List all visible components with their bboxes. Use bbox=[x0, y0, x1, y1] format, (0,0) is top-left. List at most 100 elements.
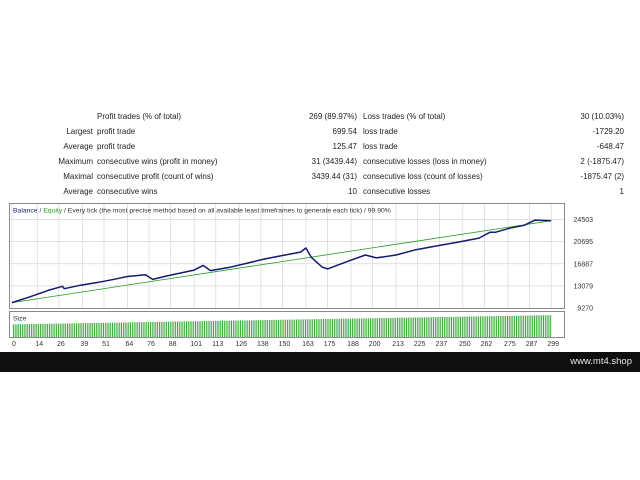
x-tick-label: 0 bbox=[12, 341, 16, 348]
size-bar bbox=[427, 317, 429, 337]
size-bar bbox=[541, 315, 543, 337]
size-bar bbox=[268, 319, 270, 337]
stats-loss-label: loss trade bbox=[363, 127, 398, 136]
size-bar bbox=[240, 320, 242, 337]
stats-label: consecutive profit (count of wins) bbox=[97, 172, 214, 181]
size-bar bbox=[400, 317, 402, 337]
size-bar bbox=[227, 320, 229, 337]
x-tick-label: 14 bbox=[35, 341, 43, 348]
size-bar bbox=[422, 317, 424, 337]
size-bar bbox=[274, 319, 276, 337]
x-tick-label: 275 bbox=[504, 341, 516, 348]
size-bar bbox=[12, 324, 14, 337]
size-bar bbox=[429, 317, 431, 337]
size-bar bbox=[63, 323, 65, 337]
size-bar bbox=[323, 319, 324, 337]
size-bar bbox=[452, 316, 454, 337]
size-bar bbox=[178, 321, 180, 337]
size-bar bbox=[234, 320, 236, 337]
size-bar bbox=[292, 319, 294, 337]
size-bar bbox=[424, 317, 425, 337]
size-bar bbox=[30, 324, 32, 337]
size-bar bbox=[434, 317, 436, 337]
size-bar bbox=[249, 320, 251, 337]
size-bar bbox=[479, 316, 481, 337]
y-tick-label: 16887 bbox=[574, 261, 594, 268]
stats-loss-label: consecutive loss (count of losses) bbox=[363, 172, 483, 181]
size-bar bbox=[474, 316, 476, 337]
x-tick-label: 64 bbox=[126, 341, 134, 348]
size-bar bbox=[445, 316, 447, 337]
size-bar bbox=[521, 315, 523, 337]
size-bar bbox=[277, 319, 279, 337]
size-bar bbox=[77, 323, 79, 337]
size-bar bbox=[162, 321, 164, 337]
size-bar bbox=[535, 315, 537, 337]
legend-equity: Equity bbox=[43, 208, 62, 215]
stats-loss-label: consecutive losses bbox=[363, 187, 431, 196]
size-bar bbox=[220, 320, 222, 337]
size-bar bbox=[270, 319, 272, 337]
stats-loss-value: 2 (-1875.47) bbox=[580, 157, 624, 166]
size-bar bbox=[451, 316, 452, 337]
size-bar bbox=[214, 320, 216, 337]
size-bar bbox=[45, 323, 47, 337]
size-bar bbox=[167, 321, 169, 337]
size-bar bbox=[490, 316, 492, 337]
size-bar bbox=[209, 320, 211, 337]
size-bar bbox=[177, 321, 178, 337]
size-bar bbox=[409, 317, 411, 337]
size-bar bbox=[160, 321, 162, 337]
size-bar bbox=[135, 322, 137, 337]
size-bar bbox=[74, 323, 76, 337]
size-bar bbox=[544, 315, 546, 337]
size-bar bbox=[148, 322, 150, 337]
size-bar bbox=[433, 317, 434, 337]
x-tick-label: 26 bbox=[57, 341, 65, 348]
size-bar bbox=[431, 317, 433, 337]
size-bar bbox=[306, 319, 308, 337]
size-bar bbox=[514, 315, 516, 337]
size-bar bbox=[119, 322, 121, 337]
size-bar bbox=[164, 321, 166, 337]
size-bar bbox=[287, 319, 288, 337]
size-bar bbox=[99, 322, 101, 337]
size-bar bbox=[166, 321, 168, 337]
size-bar bbox=[483, 316, 485, 337]
size-bar bbox=[18, 324, 20, 337]
size-bar bbox=[458, 316, 460, 337]
size-bar bbox=[276, 319, 278, 337]
size-bar bbox=[543, 315, 544, 337]
size-bar bbox=[391, 317, 393, 337]
size-bar bbox=[218, 320, 220, 337]
stats-value: 269 (89.97%) bbox=[308, 112, 357, 121]
size-bar bbox=[425, 317, 427, 337]
stats-row: Average profit trade 125.47 loss trade -… bbox=[0, 139, 640, 154]
footer-url[interactable]: www.mt4.shop bbox=[570, 356, 632, 367]
size-bar bbox=[32, 324, 34, 337]
size-bar bbox=[149, 322, 151, 337]
size-bar bbox=[146, 322, 148, 337]
size-bar bbox=[389, 317, 391, 337]
stats-loss-value: -648.47 bbox=[596, 142, 624, 151]
size-bar bbox=[496, 316, 498, 337]
size-bar bbox=[175, 321, 177, 337]
size-bar bbox=[130, 322, 132, 337]
size-bar bbox=[198, 321, 200, 337]
size-bar bbox=[449, 316, 451, 337]
size-bar bbox=[387, 317, 389, 337]
size-bar bbox=[454, 316, 456, 337]
size-bar bbox=[52, 323, 54, 337]
size-bar bbox=[186, 321, 187, 337]
size-bar bbox=[371, 318, 373, 337]
size-bar bbox=[103, 322, 104, 337]
size-bar bbox=[351, 318, 353, 337]
size-bar bbox=[398, 317, 400, 337]
size-bar bbox=[153, 321, 155, 337]
size-bar bbox=[288, 319, 290, 337]
size-bar bbox=[539, 315, 541, 337]
size-bar bbox=[231, 320, 232, 337]
size-bar bbox=[328, 318, 330, 337]
size-bar bbox=[314, 319, 315, 337]
size-bar bbox=[195, 321, 196, 337]
